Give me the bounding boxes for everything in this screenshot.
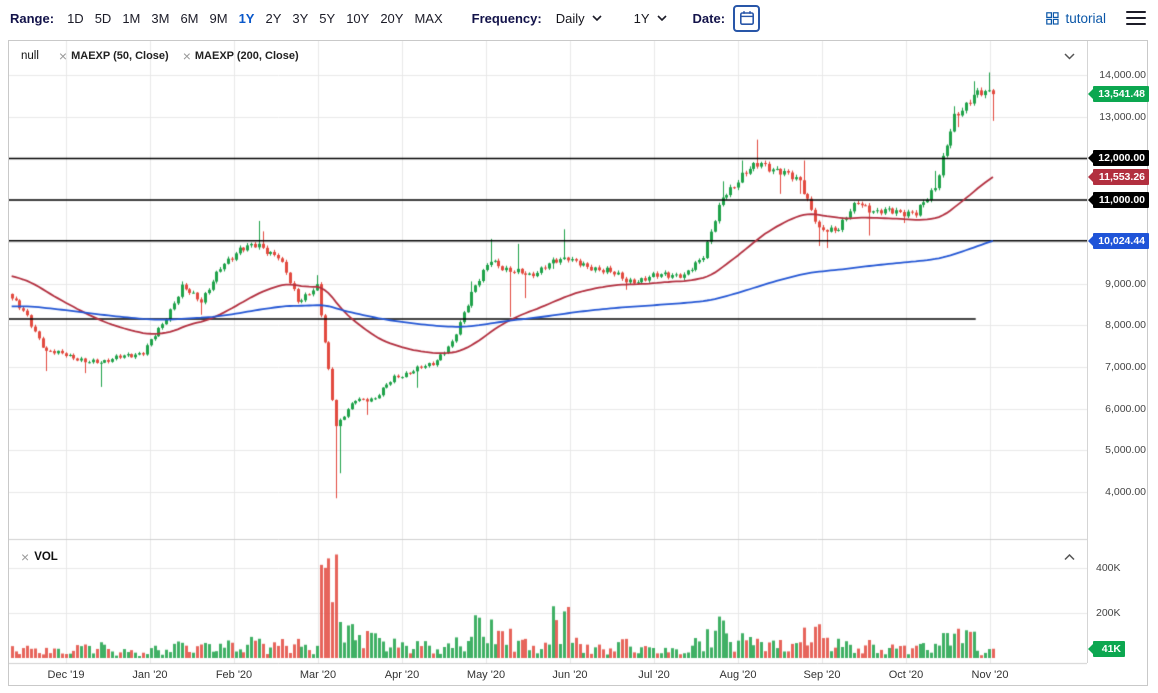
ma50-value-badge: 11,553.26 [1088,169,1149,186]
volume-legend: × VOL [21,550,58,564]
hline-11000-badge: 11,000.00 [1088,192,1149,209]
chevron-down-icon [656,15,667,21]
menu-icon[interactable] [1124,9,1148,28]
volume-axis-tick: 200K [1096,607,1121,619]
range-button-max[interactable]: MAX [409,8,447,29]
remove-volume-icon[interactable]: × [21,549,30,565]
tutorial-link[interactable]: tutorial [1046,11,1106,26]
remove-study-icon[interactable]: × [182,48,191,64]
range-button-9m[interactable]: 9M [205,8,233,29]
x-axis-label: Jul '20 [638,669,670,681]
x-axis-label: Dec '19 [47,669,85,681]
y-axis-tick: 8,000.00 [1105,319,1146,332]
range-button-1y[interactable]: 1Y [234,8,260,29]
x-axis-label: Apr '20 [384,669,420,681]
y-axis-tick: 13,000.00 [1099,110,1146,123]
x-axis-label: Nov '20 [971,669,1009,681]
calendar-icon [739,11,754,25]
tutorial-icon [1046,11,1060,25]
volume-axis-tick: 400K [1096,562,1121,574]
date-label: Date: [692,10,726,26]
y-axis-tick: 7,000.00 [1105,360,1146,373]
range-button-10y[interactable]: 10Y [341,8,374,29]
y-axis-tick: 4,000.00 [1105,486,1146,498]
study-legend: × MAEXP (50, Close) × MAEXP (200, Close) [45,49,299,63]
chart-legend: null × MAEXP (50, Close) × MAEXP (200, Clos… [21,49,299,63]
chevron-down-icon [592,15,602,21]
frequency-label: Frequency: [471,10,542,26]
range-button-1d[interactable]: 1D [62,8,89,29]
y-axis-tick: 6,000.00 [1105,402,1146,415]
tutorial-label: tutorial [1065,10,1106,26]
x-axis-label: Sep '20 [803,669,841,681]
range-button-3m[interactable]: 3M [146,8,174,29]
collapse-main-pane-icon[interactable] [1061,49,1077,63]
remove-study-icon[interactable]: × [58,48,68,64]
x-axis-label: Oct '20 [888,669,924,681]
expand-volume-pane-icon[interactable] [1061,550,1077,564]
y-axis-tick: 14,000.00 [1099,69,1146,81]
frequency-dropdown[interactable]: Daily [550,8,608,29]
volume-label: VOL [34,551,58,563]
frequency-value: Daily [555,10,585,26]
range-button-6m[interactable]: 6M [175,8,203,29]
hline-12000-badge: 12,000.00 [1088,150,1149,167]
range-label: Range: [10,10,55,26]
price-axis[interactable]: 14,000.00 13,000.00 12,000.00 11,000.00 10,0… [1087,41,1148,663]
x-axis-label: Aug '20 [719,669,757,681]
x-axis-label: Feb '20 [215,669,253,681]
x-axis-label: May '20 [466,669,506,681]
range-button-2y[interactable]: 2Y [260,8,286,29]
study-label-1[interactable]: MAEXP (200, Close) [194,50,299,62]
x-axis-label: Jan '20 [132,669,168,681]
last-price-badge: 13,541.48 [1088,86,1149,103]
range-button-5y[interactable]: 5Y [314,8,340,29]
range-button-3y[interactable]: 3Y [287,8,313,29]
ma200-value-badge: 10,024.44 [1088,232,1149,249]
price-chart-canvas[interactable] [9,41,1087,687]
x-axis-label: Mar '20 [299,669,337,681]
date-picker-button[interactable] [733,4,761,32]
y-axis-tick: 9,000.00 [1105,277,1146,290]
range-button-1m[interactable]: 1M [117,8,145,29]
period-dropdown[interactable]: 1Y [628,8,673,29]
range-button-20y[interactable]: 20Y [375,8,408,29]
last-volume-badge: 41K [1088,640,1125,657]
series-label: null [21,50,39,62]
period-value: 1Y [633,10,650,26]
study-label-0[interactable]: MAEXP (50, Close) [71,50,169,62]
y-axis-tick: 5,000.00 [1105,444,1146,457]
x-axis-label: Jun '20 [552,669,588,681]
range-buttons: 1D 5D 1M 3M 6M 9M 1Y 2Y 3Y 5Y 10Y 20Y MAX [62,8,448,29]
chart-widget: null × MAEXP (50, Close) × MAEXP (200, Clos… [8,40,1149,687]
toolbar: Range: 1D 5D 1M 3M 6M 9M 1Y 2Y 3Y 5Y 10Y 20Y MAX Fre… [0,0,1158,36]
range-button-5d[interactable]: 5D [90,8,117,29]
